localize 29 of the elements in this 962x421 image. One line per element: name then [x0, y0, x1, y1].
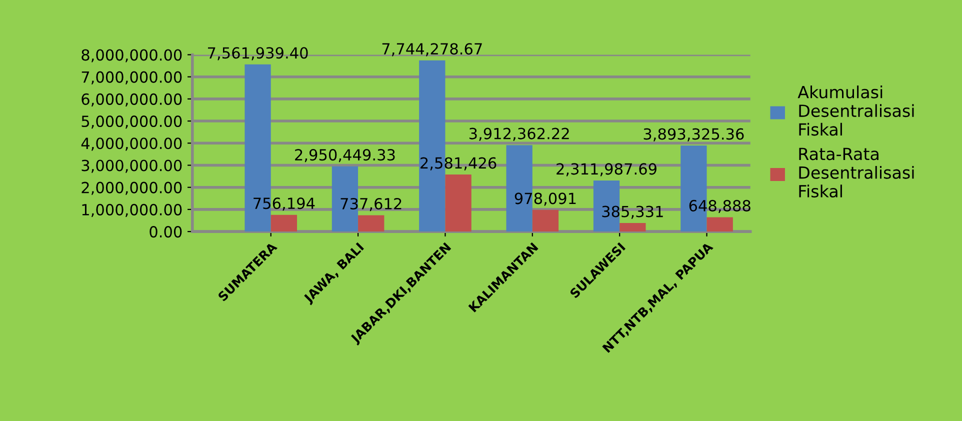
bar	[706, 217, 733, 232]
bar	[445, 174, 472, 232]
legend-label: Akumulasi Desentralisasi Fiskal	[798, 86, 914, 136]
bar	[620, 223, 646, 232]
data-label: 648,888	[689, 200, 750, 214]
data-label: 756,194	[254, 198, 315, 211]
y-tick-label: 1,000,000.00	[82, 204, 182, 218]
bar	[532, 210, 559, 232]
data-label: 978,091	[514, 192, 576, 206]
data-label: 385,331	[602, 206, 663, 219]
legend-label: Rata-Rata Desentralisasi Fiskal	[799, 148, 914, 198]
y-tick-label: 5,000,000.00	[82, 116, 182, 129]
data-label: 7,744,278.67	[382, 43, 482, 56]
data-label: 3,912,362.22	[469, 128, 569, 141]
y-tick-label: 7,000,000.00	[82, 71, 182, 84]
data-label: 2,581,426	[420, 157, 496, 170]
data-label: 737,612	[340, 198, 402, 212]
bar	[270, 214, 298, 232]
y-tick-label: 6,000,000.00	[82, 93, 182, 107]
data-label: 7,561,939.40	[208, 47, 308, 60]
y-tick-label: 8,000,000.00	[82, 49, 182, 62]
bar	[358, 215, 384, 232]
data-label: 3,893,325.36	[644, 128, 744, 142]
y-tick-label: 3,000,000.00	[82, 160, 182, 173]
y-tick-label: 2,000,000.00	[82, 182, 182, 195]
data-label: 2,950,449.33	[295, 149, 395, 162]
data-label: 2,311,987.69	[556, 163, 656, 176]
y-tick-label: 0.00	[150, 226, 182, 238]
y-tick-label: 4,000,000.00	[81, 138, 182, 151]
